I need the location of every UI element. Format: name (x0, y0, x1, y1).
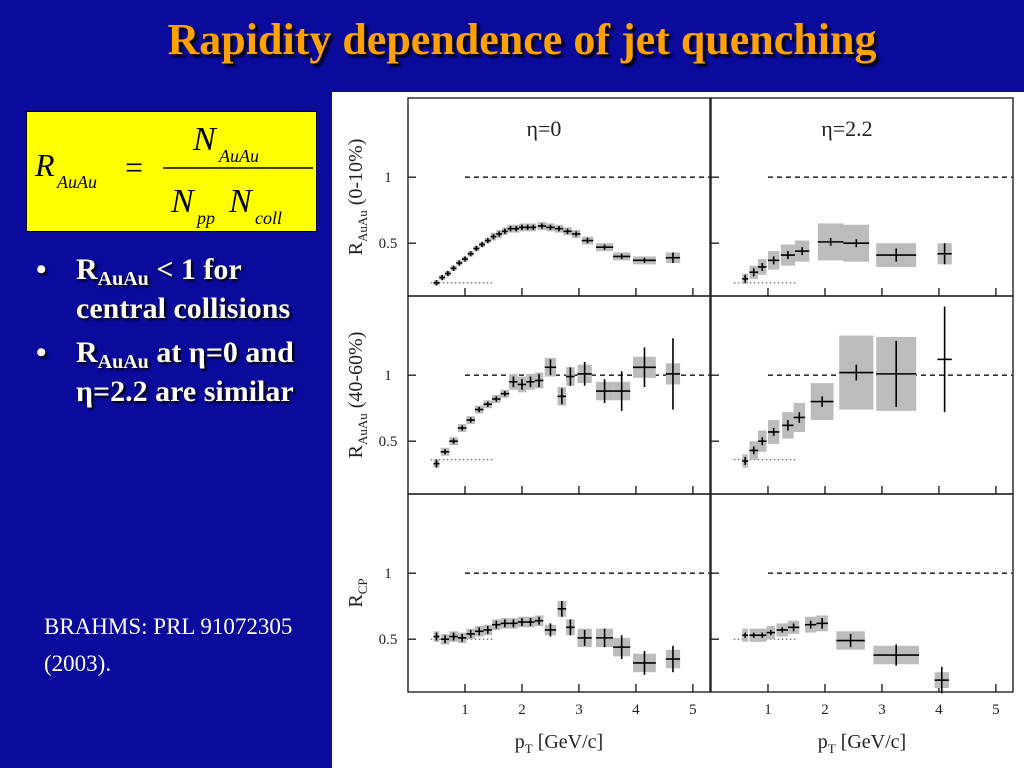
formula-denominator-1-sub: pp (195, 208, 215, 228)
formula-equals: = (125, 149, 143, 185)
citation: BRAHMS: PRL 91072305 (2003). (44, 614, 293, 676)
bullet-list: • RAuAu < 1 for central collisions • RAu… (36, 252, 336, 418)
y-axis-label: RCP (345, 578, 370, 607)
column-header: η=2.2 (821, 116, 872, 141)
y-tick-label: 1 (384, 566, 392, 582)
x-tick-label: 3 (878, 702, 886, 718)
formula-lhs: R (34, 147, 55, 183)
y-axis-label: RAuAu (40-60%) (345, 332, 370, 459)
slide-title: Rapidity dependence of jet quenching (167, 15, 877, 64)
plot-frame (710, 493, 1014, 693)
bullet-text-rest: at η=0 and η=2.2 are similar (76, 336, 294, 408)
x-tick-label: 1 (461, 702, 469, 718)
x-tick-label: 4 (935, 702, 943, 718)
bullet-text-rest: < 1 for central collisions (76, 253, 291, 325)
y-axis-label: RAuAu (0-10%) (345, 139, 370, 256)
column-header: η=0 (526, 116, 561, 141)
y-tick-label: 0.5 (379, 632, 398, 648)
bullet-text-sub: AuAu (97, 268, 149, 290)
x-tick-label: 1 (764, 702, 772, 718)
x-tick-label: 3 (575, 702, 583, 718)
formula-denominator-1: N (170, 183, 196, 220)
x-tick-label: 2 (821, 702, 829, 718)
raa-figure: 1 0.5 RAuAu (0-10%) 1 0.5 RAuAu (40-60%) 1 0.5 R… (345, 97, 1014, 756)
x-axis-label: pT [GeV/c] (515, 731, 603, 756)
y-tick-label: 0.5 (379, 434, 398, 450)
brahms-plot-panel: 1 0.5 RAuAu (0-10%) 1 0.5 RAuAu (40-60%) 1 0.5 R… (332, 92, 1024, 768)
x-tick-label: 5 (992, 702, 1000, 718)
raa-formula: R AuAu = N AuAu N pp N coll (34, 121, 313, 228)
formula-lhs-sub: AuAu (56, 172, 97, 192)
bullet-text-sub: AuAu (97, 351, 149, 373)
raa-formula-box: R AuAu = N AuAu N pp N coll (26, 111, 317, 232)
bullet-item: • RAuAu < 1 for central collisions (36, 252, 336, 327)
formula-denominator-2: N (228, 183, 254, 220)
formula-numerator-sub: AuAu (218, 146, 259, 166)
x-tick-label: 2 (518, 702, 526, 718)
bullet-text-r: R (76, 336, 98, 369)
bullet-item: • RAuAu at η=0 and η=2.2 are similar (36, 335, 336, 410)
y-tick-label: 1 (384, 368, 392, 384)
y-tick-label: 1 (384, 170, 392, 186)
formula-numerator: N (192, 121, 218, 158)
formula-denominator-2-sub: coll (255, 208, 282, 228)
bullet-text-r: R (76, 253, 98, 286)
y-tick-label: 0.5 (379, 236, 398, 252)
bullet-dot: • (36, 336, 47, 369)
x-tick-label: 5 (689, 702, 697, 718)
x-tick-label: 4 (632, 702, 640, 718)
bullet-dot: • (36, 253, 47, 286)
x-axis-label: pT [GeV/c] (818, 731, 906, 756)
plot-frame (407, 493, 711, 693)
